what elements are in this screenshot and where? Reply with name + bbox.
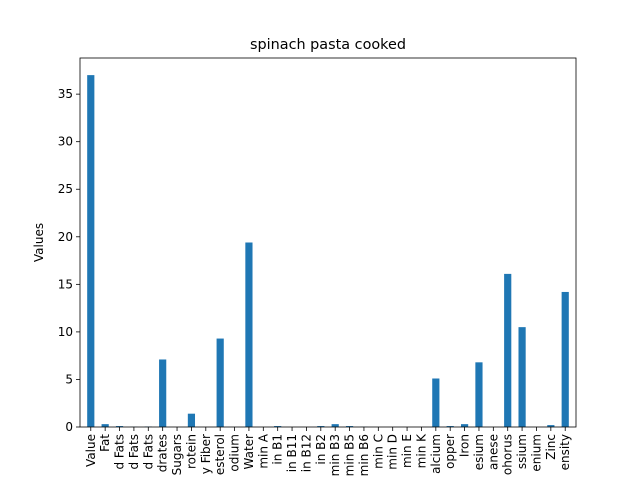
x-tick-label: enium — [529, 434, 543, 472]
x-tick-label: Water — [242, 434, 256, 470]
x-tick-label: in B11 — [285, 434, 299, 472]
x-tick-label: min A — [256, 433, 270, 468]
x-tick-label: in B2 — [314, 434, 328, 465]
x-tick-label: alcium — [429, 434, 443, 474]
y-tick-label: 15 — [58, 277, 73, 291]
x-tick-label: d Fats — [127, 434, 141, 470]
x-tick-label: min B5 — [343, 434, 357, 476]
bar — [245, 243, 252, 428]
y-tick-label: 25 — [58, 182, 73, 196]
x-tick-label: in B12 — [299, 434, 313, 472]
x-tick-label: min E — [400, 434, 414, 468]
x-tick-label: opper — [443, 434, 457, 469]
bar — [432, 378, 439, 427]
chart-title: spinach pasta cooked — [250, 37, 406, 53]
x-tick-label: d Fats — [141, 434, 155, 470]
bar — [188, 414, 195, 427]
y-tick-label: 5 — [65, 372, 73, 386]
plot-frame — [80, 58, 576, 427]
x-tick-label: esterol — [213, 434, 227, 475]
bar — [217, 339, 224, 427]
x-tick-label: min K — [414, 433, 428, 468]
y-axis-ticks: 0 5 10 15 20 25 30 35 — [58, 87, 80, 434]
x-tick-label: rotein — [184, 434, 198, 469]
y-tick-label: 0 — [65, 420, 73, 434]
bar — [102, 424, 109, 427]
x-tick-label: Fat — [98, 434, 112, 452]
x-tick-label: anese — [486, 434, 500, 470]
x-tick-label: min B3 — [328, 434, 342, 476]
bar — [518, 327, 525, 427]
bar — [332, 424, 339, 427]
y-tick-label: 35 — [58, 87, 73, 101]
x-tick-label: ohorus — [501, 434, 515, 475]
bars — [87, 75, 569, 427]
x-tick-label: Sugars — [170, 434, 184, 475]
x-tick-label: min B6 — [357, 434, 371, 476]
x-tick-label: esium — [472, 434, 486, 470]
bar — [159, 359, 166, 427]
y-axis-label: Values — [32, 223, 46, 262]
bar — [504, 274, 511, 427]
x-tick-label: ensity — [558, 434, 572, 470]
y-tick-label: 20 — [58, 230, 73, 244]
x-tick-label: Value — [84, 434, 98, 467]
x-tick-label: drates — [156, 434, 170, 472]
x-tick-label: ssium — [515, 434, 529, 469]
bar — [461, 424, 468, 427]
x-tick-label: y Fiber — [199, 434, 213, 474]
bar — [87, 75, 94, 427]
x-tick-label: min D — [386, 434, 400, 470]
x-tick-label: min C — [371, 434, 385, 469]
x-tick-label: d Fats — [113, 434, 127, 470]
x-tick-label: Zinc — [544, 434, 558, 460]
x-tick-label: odium — [228, 434, 242, 472]
bar — [562, 292, 569, 427]
y-tick-label: 10 — [58, 325, 73, 339]
y-tick-label: 30 — [58, 135, 73, 149]
bar — [475, 362, 482, 427]
x-tick-label: in B1 — [271, 434, 285, 465]
x-tick-label: Iron — [458, 434, 472, 457]
